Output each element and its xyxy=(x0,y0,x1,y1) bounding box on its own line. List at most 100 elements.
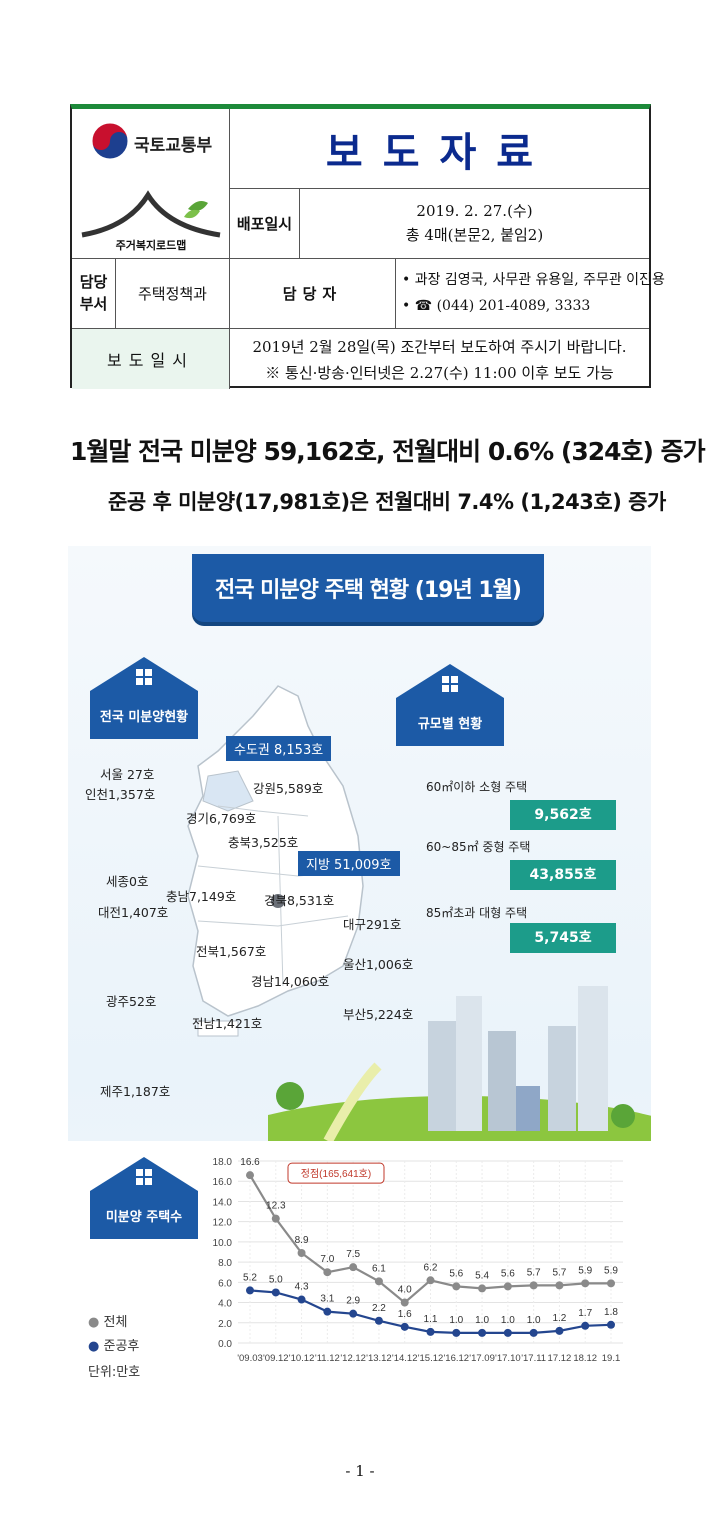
doc-title: 보도자료 xyxy=(325,129,554,176)
data-label: 5.4 xyxy=(475,1270,489,1281)
region-daejeon: 대전1,407호 xyxy=(98,905,169,920)
infographic-title: 전국 미분양 주택 현황 (19년 1월) xyxy=(192,554,544,622)
x-tick-label: '15.12 xyxy=(418,1353,444,1364)
data-point xyxy=(555,1281,564,1290)
data-point xyxy=(323,1307,332,1316)
y-tick-label: 10.0 xyxy=(213,1238,233,1249)
data-point xyxy=(400,1298,409,1307)
data-label: 12.3 xyxy=(266,1201,286,1212)
region-chungbuk: 충북3,525호 xyxy=(228,835,299,850)
data-label: 5.7 xyxy=(527,1267,541,1278)
data-label: 7.5 xyxy=(346,1249,360,1260)
data-point xyxy=(426,1276,435,1285)
roadmap-name: 주거복지로드맵 xyxy=(115,239,187,252)
headline-main: 1월말 전국 미분양 59,162호, 전월대비 0.6% (324호) 증가 xyxy=(70,437,706,466)
legend-completed: ● 준공후 xyxy=(88,1335,139,1354)
data-label: 1.8 xyxy=(604,1307,618,1318)
x-tick-label: '09.12 xyxy=(263,1353,289,1364)
chart-panel: 미분양 주택수 ● 전체 ● 준공후 단위:만호 18.0 16.0 14.0 12.… xyxy=(68,1141,651,1416)
region-jeju: 제주1,187호 xyxy=(100,1084,171,1099)
x-tick-label: '10.12 xyxy=(289,1353,315,1364)
roadmap-logo: 주거복지로드맵 xyxy=(78,187,224,257)
legend-completed-dot: ● xyxy=(88,1339,100,1354)
house-icon xyxy=(90,1157,198,1239)
x-tick-label: '11.12 xyxy=(315,1353,340,1364)
data-point xyxy=(478,1284,487,1293)
data-point xyxy=(271,1214,280,1223)
data-point xyxy=(452,1328,461,1337)
distribution-date: 2019. 2. 27.(수) xyxy=(416,202,533,220)
taegeuk-emblem-icon xyxy=(91,122,129,160)
legend-total-label: 전체 xyxy=(103,1315,128,1330)
release-value: 2019년 2월 28일(목) 조간부터 보도하여 주시기 바랍니다. ※ 통신… xyxy=(230,329,649,389)
doc-title-cell: 보도자료 xyxy=(230,109,649,189)
y-tick-label: 18.0 xyxy=(213,1157,233,1168)
region-gangwon: 강원5,589호 xyxy=(253,781,324,796)
unit-label: 단위:만호 xyxy=(88,1365,141,1380)
region-incheon: 인천1,357호 xyxy=(85,787,156,802)
data-point xyxy=(349,1309,358,1318)
dept-label: 담당 부서 xyxy=(72,259,116,329)
data-point xyxy=(246,1286,254,1295)
map-tag: 전국 미분양현황 xyxy=(80,651,208,741)
release-label: 보도일시 xyxy=(72,329,230,389)
y-tick-label: 14.0 xyxy=(213,1197,233,1208)
press-release-header: 국토교통부 주거복지로드맵 보도자료 배포일시 2019. 2. 27.(수) … xyxy=(70,104,665,389)
x-tick-label: 19.1 xyxy=(602,1353,621,1364)
x-tick-label: '14.12 xyxy=(392,1353,418,1364)
apartment-buildings-illustration xyxy=(268,986,651,1141)
data-point xyxy=(374,1316,383,1325)
data-point xyxy=(503,1328,512,1337)
size-tag-label: 규모별 현황 xyxy=(417,717,483,732)
x-tick-label: '16.12 xyxy=(443,1353,469,1364)
data-point xyxy=(607,1320,615,1329)
peak-callout-box xyxy=(287,1162,385,1184)
data-label: 5.9 xyxy=(578,1265,592,1276)
manager-phone: • ☎ (044) 201-4089, 3333 xyxy=(402,298,591,314)
y-tick-label: 16.0 xyxy=(213,1177,233,1188)
distribution-pages: 총 4매(본문2, 붙임2) xyxy=(405,226,544,244)
unsold-housing-line-chart: 18.0 16.0 14.0 12.0 10.0 8.0 6.0 4.0 2.0 0.0 '09.0… xyxy=(213,1157,623,1364)
house-icon xyxy=(90,657,198,739)
data-label: 5.6 xyxy=(449,1268,463,1279)
size-large-label: 85㎡초과 대형 주택 xyxy=(426,906,528,920)
size-small-value: 9,562호 xyxy=(510,800,616,830)
data-point xyxy=(246,1171,254,1180)
data-label: 5.0 xyxy=(269,1274,283,1285)
x-tick-label: '12.12 xyxy=(340,1353,366,1364)
size-medium-value: 43,855호 xyxy=(510,860,616,890)
data-label: 1.0 xyxy=(449,1315,463,1326)
data-point xyxy=(581,1321,590,1330)
x-tick-label: '13.12 xyxy=(366,1353,392,1364)
y-tick-label: 2.0 xyxy=(218,1319,232,1330)
legend-total-dot: ● xyxy=(88,1315,100,1330)
data-label: 1.7 xyxy=(578,1308,592,1319)
korea-map xyxy=(187,685,364,1037)
capital-region-box: 수도권 8,153호 xyxy=(226,736,332,761)
region-gyeongnam: 경남14,060호 xyxy=(251,974,330,989)
data-point xyxy=(581,1279,590,1288)
region-busan: 부산5,224호 xyxy=(343,1007,414,1022)
manager-value: • 과장 김영국, 사무관 유용일, 주무관 이진용 • ☎ (044) 201… xyxy=(396,259,665,329)
y-tick-label: 0.0 xyxy=(218,1339,232,1350)
x-tick-label: '17.10 xyxy=(495,1353,521,1364)
data-label: 3.1 xyxy=(320,1294,334,1305)
release-line-2: ※ 통신·방송·인터넷은 2.27(수) 11:00 이후 보도 가능 xyxy=(265,364,614,382)
distribution-value: 2019. 2. 27.(수) 총 4매(본문2, 붙임2) xyxy=(300,189,649,259)
ministry-name: 국토교통부 xyxy=(134,136,213,156)
size-large-value: 5,745호 xyxy=(510,923,616,953)
data-label: 7.0 xyxy=(320,1254,334,1265)
legend-completed-label: 준공후 xyxy=(103,1339,140,1354)
data-label: 2.2 xyxy=(372,1303,386,1314)
x-tick-label: 18.12 xyxy=(573,1353,597,1364)
region-gwangju: 광주52호 xyxy=(106,994,157,1009)
logo-cell: 국토교통부 주거복지로드맵 xyxy=(72,109,230,259)
data-label: 5.6 xyxy=(501,1268,515,1279)
y-tick-label: 4.0 xyxy=(218,1299,232,1310)
data-label: 1.6 xyxy=(398,1309,412,1320)
data-point xyxy=(555,1326,564,1335)
region-jeonnam: 전남1,421호 xyxy=(192,1016,263,1031)
roof-leaf-icon xyxy=(81,190,221,238)
chart-tag: 미분양 주택수 xyxy=(80,1151,208,1241)
data-point xyxy=(503,1282,512,1291)
